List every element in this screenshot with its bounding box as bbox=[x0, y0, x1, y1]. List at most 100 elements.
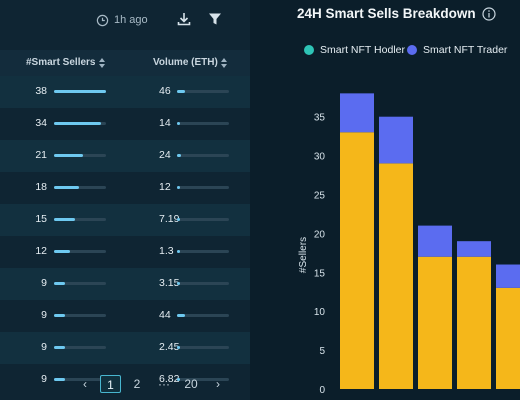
sellers-bar bbox=[54, 186, 106, 189]
sellers-bar-fill bbox=[54, 218, 75, 221]
page-20-button[interactable]: 20 bbox=[184, 377, 198, 391]
pagination: ‹ 1 2 ··· 20 › bbox=[0, 372, 250, 396]
y-tick-label: 30 bbox=[314, 152, 326, 163]
sellers-bar-fill bbox=[54, 90, 106, 93]
bar-trader[interactable] bbox=[418, 225, 452, 257]
sellers-count: 12 bbox=[35, 245, 47, 257]
clock-icon bbox=[96, 14, 109, 26]
bar-trader[interactable] bbox=[457, 241, 491, 257]
prev-page-button[interactable]: ‹ bbox=[83, 377, 87, 391]
sellers-bar bbox=[54, 346, 106, 349]
chart-panel: #Sellers 0 5 10 15 20 25 30 35 24H Smart Sells B… bbox=[278, 0, 520, 400]
y-tick-label: 10 bbox=[314, 307, 326, 318]
y-tick-label: 15 bbox=[314, 268, 326, 279]
sellers-bar bbox=[54, 282, 106, 285]
pagination-ellipsis: ··· bbox=[158, 377, 170, 391]
sellers-count: 9 bbox=[41, 277, 47, 289]
y-tick-label: 20 bbox=[314, 229, 326, 240]
sellers-bar bbox=[54, 314, 106, 317]
volume-bar bbox=[177, 282, 229, 285]
sellers-count: 9 bbox=[41, 341, 47, 353]
column-volume-header[interactable]: Volume (ETH) bbox=[153, 57, 228, 68]
sellers-count: 21 bbox=[35, 149, 47, 161]
volume-bar-fill bbox=[177, 314, 185, 317]
volume-bar-fill bbox=[177, 378, 180, 381]
panel-toolbar: 1h ago bbox=[0, 0, 250, 40]
volume-value: 44 bbox=[159, 309, 171, 321]
column-sellers-label: #Smart Sellers bbox=[26, 57, 96, 68]
table-row[interactable]: 9 3.15 bbox=[0, 268, 250, 300]
sellers-bar-fill bbox=[54, 346, 66, 349]
sellers-count: 9 bbox=[41, 309, 47, 321]
y-tick-label: 0 bbox=[319, 385, 325, 396]
sellers-count: 34 bbox=[35, 117, 47, 129]
sellers-table: #Smart Sellers Volume (ETH) 38 46 34 14 21 24… bbox=[0, 50, 250, 396]
sellers-bar-fill bbox=[54, 314, 66, 317]
info-icon[interactable] bbox=[481, 6, 496, 21]
volume-bar-fill bbox=[177, 122, 180, 125]
next-page-button[interactable]: › bbox=[216, 377, 220, 391]
legend-label: Smart NFT Hodler bbox=[320, 44, 405, 56]
volume-bar bbox=[177, 314, 229, 317]
sellers-bar-fill bbox=[54, 154, 84, 157]
sellers-bar-fill bbox=[54, 250, 70, 253]
table-row[interactable]: 21 24 bbox=[0, 140, 250, 172]
volume-bar-fill bbox=[177, 282, 180, 285]
legend-label: Smart NFT Trader bbox=[423, 44, 508, 56]
table-row[interactable]: 38 46 bbox=[0, 76, 250, 108]
table-row[interactable]: 9 44 bbox=[0, 300, 250, 332]
volume-bar bbox=[177, 122, 229, 125]
legend-item-hodler[interactable]: Smart NFT Hodler bbox=[304, 44, 405, 56]
table-row[interactable]: 18 12 bbox=[0, 172, 250, 204]
volume-bar bbox=[177, 186, 229, 189]
bar-hodler[interactable] bbox=[379, 163, 413, 389]
table-body: 38 46 34 14 21 24 18 12 15 7.19 12 1.3 9 3.15 9 44 9 2.45… bbox=[0, 76, 250, 396]
page-1-button[interactable]: 1 bbox=[100, 375, 121, 393]
y-tick-label: 5 bbox=[319, 346, 325, 357]
table-row[interactable]: 34 14 bbox=[0, 108, 250, 140]
legend-dot bbox=[304, 45, 314, 55]
sellers-bar-fill bbox=[54, 186, 79, 189]
sellers-bar bbox=[54, 218, 106, 221]
column-volume-label: Volume (ETH) bbox=[153, 57, 218, 68]
page-2-button[interactable]: 2 bbox=[133, 377, 141, 391]
bar-trader[interactable] bbox=[496, 264, 520, 288]
legend-item-trader[interactable]: Smart NFT Trader bbox=[407, 44, 507, 56]
volume-value: 46 bbox=[159, 85, 171, 97]
volume-bar bbox=[177, 378, 229, 381]
sellers-bar bbox=[54, 378, 106, 381]
sort-icon[interactable] bbox=[220, 57, 228, 68]
download-icon[interactable] bbox=[176, 11, 192, 27]
y-tick-label: 35 bbox=[314, 113, 326, 124]
volume-value: 12 bbox=[159, 181, 171, 193]
filter-icon[interactable] bbox=[208, 12, 222, 26]
volume-bar-fill bbox=[177, 90, 186, 93]
bar-trader[interactable] bbox=[340, 93, 374, 133]
bar-hodler[interactable] bbox=[496, 287, 520, 389]
table-row[interactable]: 9 2.45 bbox=[0, 332, 250, 364]
y-tick-label: 25 bbox=[314, 191, 326, 202]
bar-hodler[interactable] bbox=[418, 256, 452, 389]
sellers-count: 38 bbox=[35, 85, 47, 97]
chart-title: 24H Smart Sells Breakdown bbox=[297, 6, 496, 21]
sellers-bar bbox=[54, 250, 106, 253]
table-row[interactable]: 12 1.3 bbox=[0, 236, 250, 268]
y-axis-label: #Sellers bbox=[298, 237, 309, 273]
volume-value: 6.82 bbox=[159, 373, 180, 385]
sellers-bar bbox=[54, 122, 106, 125]
sellers-bar-fill bbox=[54, 378, 66, 381]
bar-trader[interactable] bbox=[379, 116, 413, 164]
volume-bar-fill bbox=[177, 154, 182, 157]
table-row[interactable]: 9 6.82 bbox=[0, 364, 250, 396]
volume-value: 7.19 bbox=[159, 213, 180, 225]
sort-icon[interactable] bbox=[98, 57, 106, 68]
bar-hodler[interactable] bbox=[340, 132, 374, 389]
table-row[interactable]: 15 7.19 bbox=[0, 204, 250, 236]
updated-label: 1h ago bbox=[114, 14, 148, 26]
sellers-bar bbox=[54, 154, 106, 157]
sellers-bar-fill bbox=[54, 122, 101, 125]
bar-hodler[interactable] bbox=[457, 256, 491, 389]
column-sellers-header[interactable]: #Smart Sellers bbox=[26, 57, 106, 68]
volume-value: 3.15 bbox=[159, 277, 180, 289]
volume-value: 1.3 bbox=[159, 245, 174, 257]
